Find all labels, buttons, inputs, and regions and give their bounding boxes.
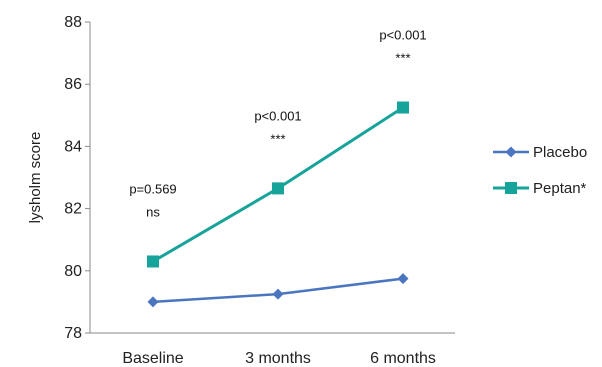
data-point-diamond — [505, 146, 517, 158]
data-point-diamond — [147, 296, 159, 308]
data-point-square — [397, 101, 409, 114]
y-tick-label: 82 — [64, 201, 82, 218]
annotation-text: *** — [270, 131, 285, 146]
y-tick-label: 78 — [64, 325, 82, 342]
y-tick-label: 84 — [64, 138, 82, 155]
data-point-square — [505, 182, 517, 194]
data-point-square — [272, 182, 284, 195]
annotation-text: p=0.569 — [129, 181, 176, 196]
x-tick-label: 3 months — [245, 350, 311, 367]
x-tick-labels: Baseline 3 months 6 months — [122, 350, 436, 367]
annotation-text: p<0.001 — [254, 108, 301, 123]
chart-axes — [85, 21, 455, 334]
annotations: p=0.569 ns p<0.001 *** p<0.001 *** — [129, 28, 426, 220]
annotation-text: *** — [395, 51, 410, 66]
y-tick-labels: 78 80 82 84 86 88 — [64, 14, 82, 342]
x-tick-label: 6 months — [370, 350, 436, 367]
data-point-diamond — [272, 288, 284, 300]
legend: Placebo Peptan* — [493, 144, 587, 197]
annotation-text: ns — [146, 204, 160, 219]
annotation-text: p<0.001 — [379, 28, 426, 43]
y-axis-label: lysholm score — [27, 132, 44, 224]
y-tick-label: 80 — [64, 263, 82, 280]
y-tick-label: 88 — [64, 14, 82, 31]
data-point-square — [147, 255, 159, 268]
legend-label: Placebo — [533, 144, 587, 161]
legend-label: Peptan* — [533, 180, 587, 197]
series-group — [147, 101, 409, 308]
y-tick-label: 86 — [64, 76, 82, 93]
data-point-diamond — [397, 273, 409, 285]
x-tick-label: Baseline — [122, 350, 183, 367]
